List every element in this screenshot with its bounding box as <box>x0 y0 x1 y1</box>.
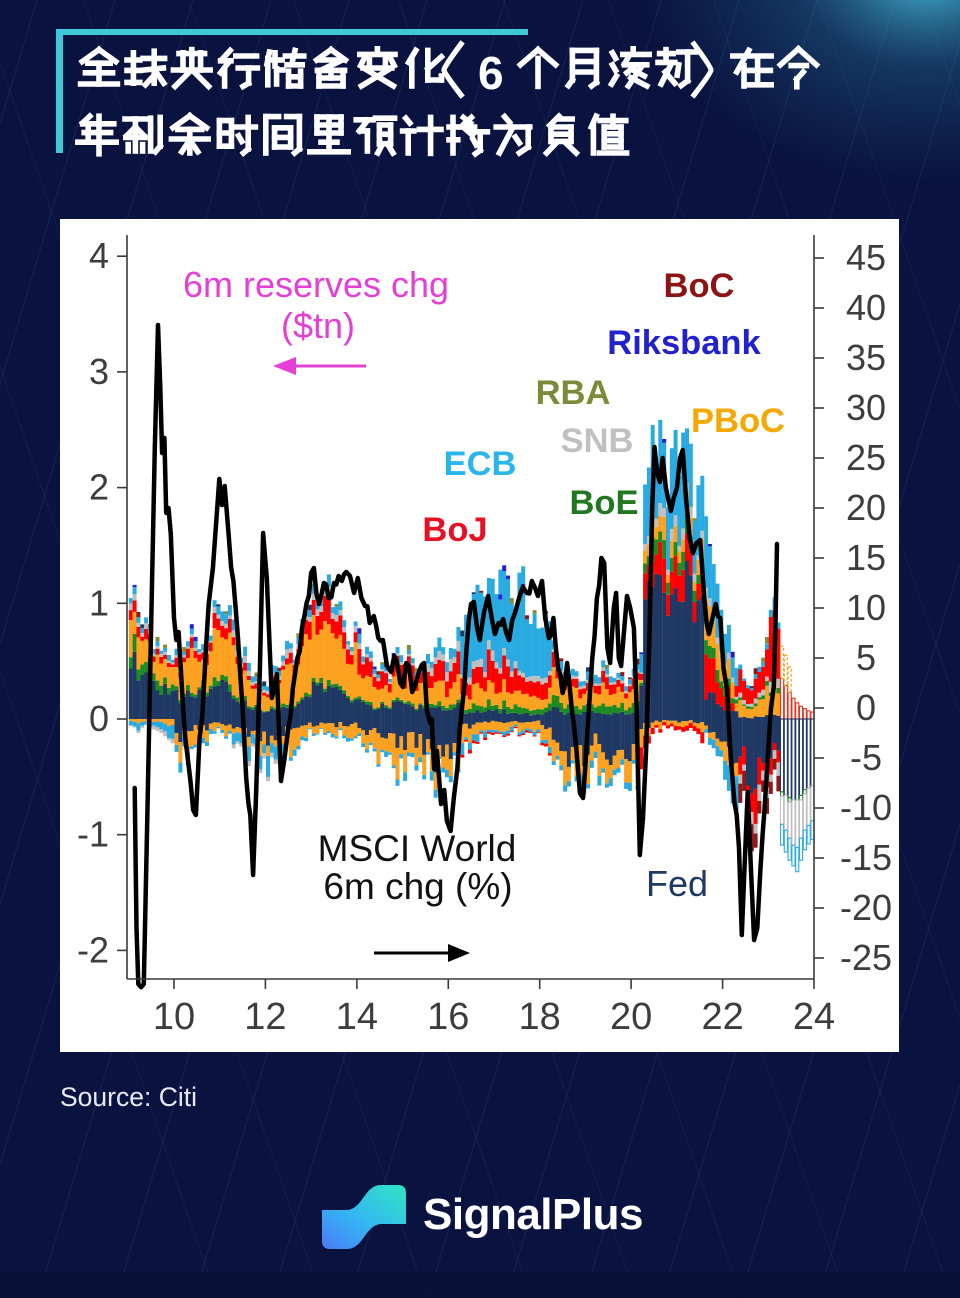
svg-text:14: 14 <box>336 996 378 1038</box>
svg-text:45: 45 <box>846 237 886 278</box>
svg-text:SNB: SNB <box>561 422 634 460</box>
svg-text:18: 18 <box>519 996 561 1038</box>
svg-text:1: 1 <box>89 582 109 623</box>
svg-text:6m reserves chg: 6m reserves chg <box>183 264 449 305</box>
svg-text:22: 22 <box>701 996 743 1038</box>
svg-text:10: 10 <box>846 587 886 628</box>
svg-text:PBoC: PBoC <box>691 402 785 440</box>
svg-text:35: 35 <box>846 337 886 378</box>
svg-text:6m chg (%): 6m chg (%) <box>323 866 512 907</box>
svg-text:0: 0 <box>89 698 109 739</box>
svg-text:2: 2 <box>89 467 109 508</box>
svg-text:RBA: RBA <box>536 374 611 412</box>
svg-text:MSCI World: MSCI World <box>318 828 517 869</box>
svg-text:-1: -1 <box>77 814 109 855</box>
svg-text:Source: Citi: Source: Citi <box>60 1082 197 1112</box>
svg-text:-15: -15 <box>840 837 892 878</box>
svg-text:Riksbank: Riksbank <box>607 324 761 362</box>
svg-text:40: 40 <box>846 287 886 328</box>
svg-text:-5: -5 <box>850 737 882 778</box>
svg-text:SignalPlus: SignalPlus <box>423 1190 643 1239</box>
svg-text:16: 16 <box>427 996 469 1038</box>
svg-text:15: 15 <box>846 537 886 578</box>
svg-text:24: 24 <box>793 996 835 1038</box>
svg-text:5: 5 <box>856 637 876 678</box>
svg-text:-2: -2 <box>77 929 109 970</box>
svg-text:-10: -10 <box>840 787 892 828</box>
svg-text:BoC: BoC <box>664 267 735 305</box>
svg-text:BoE: BoE <box>570 484 639 522</box>
svg-text:30: 30 <box>846 387 886 428</box>
svg-text:12: 12 <box>244 996 286 1038</box>
svg-text:4: 4 <box>89 235 109 276</box>
svg-text:-20: -20 <box>840 887 892 928</box>
svg-text:3: 3 <box>89 351 109 392</box>
svg-text:20: 20 <box>610 996 652 1038</box>
svg-text:20: 20 <box>846 487 886 528</box>
svg-text:6: 6 <box>478 47 504 99</box>
svg-text:ECB: ECB <box>444 445 517 483</box>
svg-text:-25: -25 <box>840 937 892 978</box>
svg-text:BoJ: BoJ <box>422 511 487 549</box>
svg-text:($tn): ($tn) <box>281 305 355 346</box>
svg-text:10: 10 <box>153 996 195 1038</box>
svg-text:Fed: Fed <box>646 863 708 904</box>
svg-text:25: 25 <box>846 437 886 478</box>
svg-text:0: 0 <box>856 687 876 728</box>
